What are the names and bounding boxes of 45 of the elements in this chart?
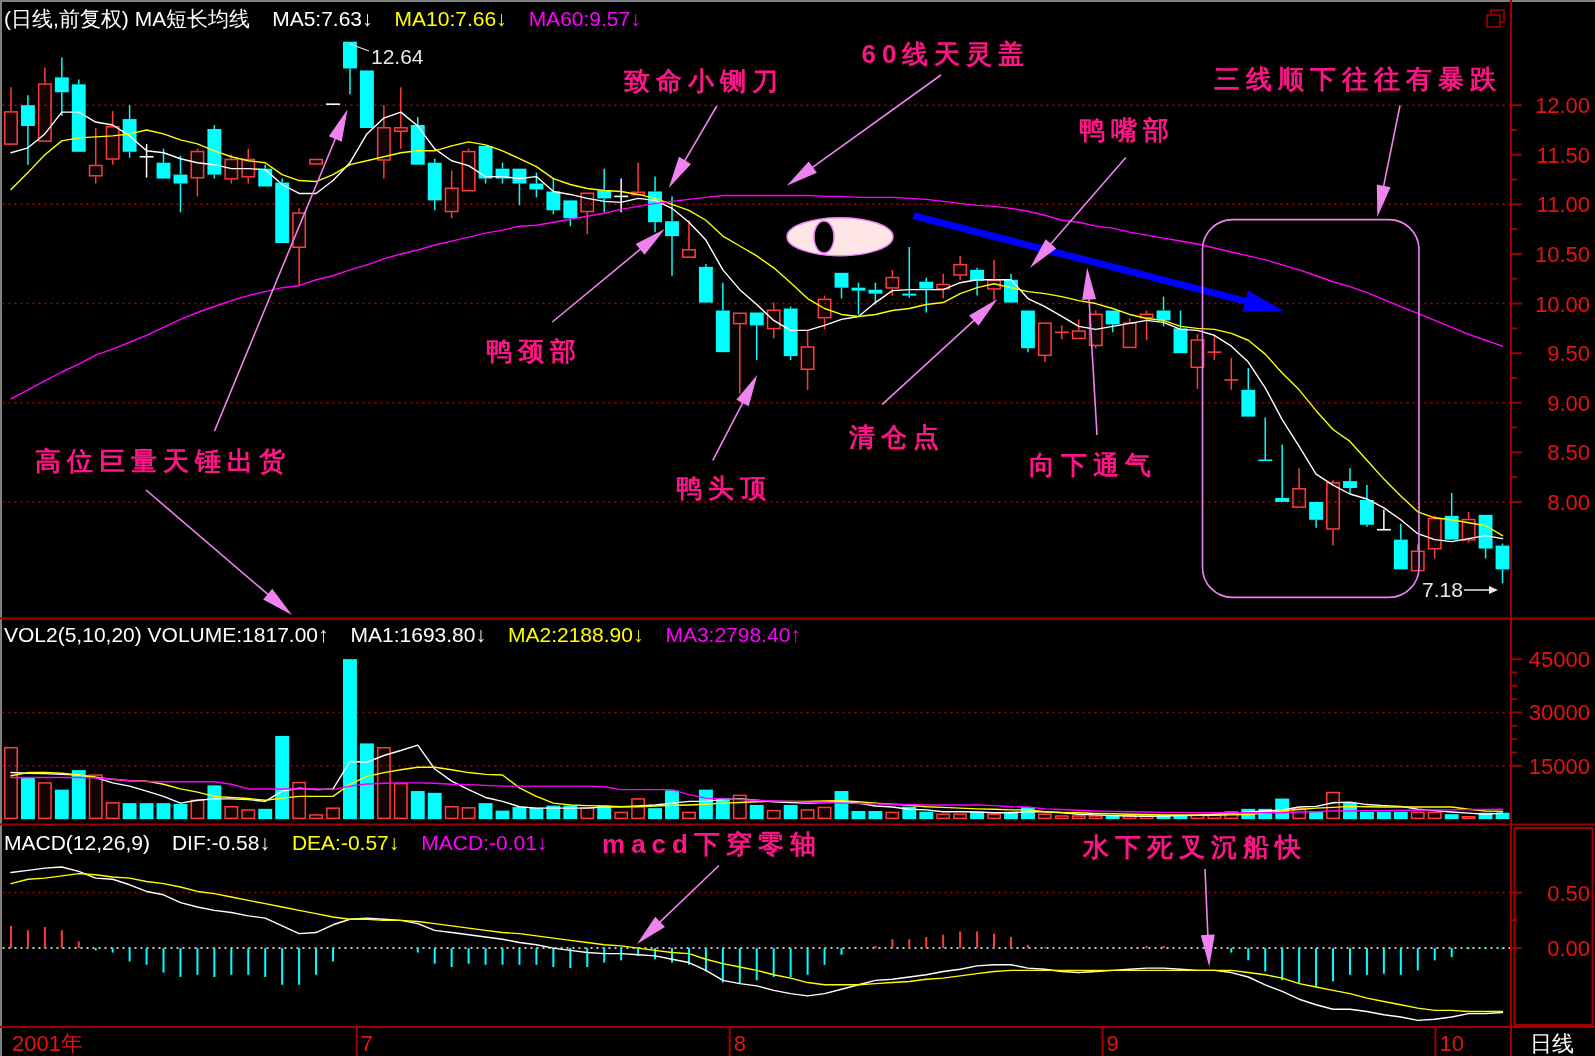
text: MA1:1693.80↓ bbox=[350, 623, 486, 646]
x-tick-label: 8 bbox=[733, 1031, 746, 1056]
text: 2001年 bbox=[12, 1031, 83, 1056]
text: 日线 bbox=[1530, 1031, 1574, 1056]
y-tick-label: 8.00 bbox=[1547, 489, 1590, 515]
y-tick-label: 9.00 bbox=[1547, 390, 1590, 416]
chart-title: (日线,前复权) MA短长均线 bbox=[4, 7, 251, 30]
x-tick-label: 10 bbox=[1439, 1031, 1464, 1056]
text: MA60:9.57↓ bbox=[528, 7, 641, 30]
annotation: 致命小铡刀 bbox=[623, 66, 784, 96]
annotation: 7.18 bbox=[1422, 578, 1463, 601]
y-tick-label: 12.00 bbox=[1534, 93, 1590, 119]
annotation: MACD:-0.01↓ bbox=[421, 831, 548, 854]
annotation: 鸭颈部 bbox=[486, 336, 582, 366]
y-tick-label: 15000 bbox=[1528, 753, 1590, 779]
y-tick-label: 10.50 bbox=[1534, 241, 1590, 267]
y-tick-label: 0.50 bbox=[1547, 880, 1590, 906]
chart-title: VOL2(5,10,20) VOLUME:1817.00↑ bbox=[4, 623, 329, 646]
annotation: 三线顺下往往有暴跌 bbox=[1214, 64, 1502, 94]
text: DEA:-0.57↓ bbox=[291, 831, 400, 854]
annotation: macd下穿零轴 bbox=[602, 829, 822, 859]
annotation: 鸭嘴部 bbox=[1079, 115, 1175, 145]
annotation: 60线天灵盖 bbox=[861, 39, 1031, 69]
annotation: 向下通气 bbox=[1029, 450, 1157, 480]
annotation: 高位巨量天锤出货 bbox=[35, 446, 291, 476]
annotation: 鸭头顶 bbox=[676, 473, 772, 503]
text: MA2:2188.90↓ bbox=[507, 623, 644, 646]
y-tick-label: 11.00 bbox=[1536, 192, 1590, 218]
chart-title: MACD(12,26,9) bbox=[4, 831, 150, 854]
y-tick-label: 11.50 bbox=[1536, 142, 1590, 168]
y-tick-label: 8.50 bbox=[1547, 440, 1590, 466]
annotation: 12.64 bbox=[371, 45, 424, 68]
series-label: DIF:-0.58↓ bbox=[171, 831, 270, 854]
y-tick-label: 10.00 bbox=[1534, 291, 1590, 317]
x-tick-label: 7 bbox=[360, 1031, 374, 1056]
text: MA10:7.66↓ bbox=[394, 7, 507, 30]
y-tick-label: 30000 bbox=[1528, 700, 1590, 726]
annotation: 清仓点 bbox=[848, 422, 945, 452]
x-tick-label: 9 bbox=[1106, 1031, 1119, 1056]
annotation: 水下死叉沉船快 bbox=[1082, 832, 1307, 862]
y-tick-label: 0.00 bbox=[1547, 936, 1590, 962]
y-tick-label: 45000 bbox=[1528, 647, 1590, 673]
y-tick-label: 9.50 bbox=[1547, 341, 1590, 367]
text: MA3:2798.40↑ bbox=[665, 623, 801, 646]
text: MA5:7.63↓ bbox=[272, 7, 373, 30]
